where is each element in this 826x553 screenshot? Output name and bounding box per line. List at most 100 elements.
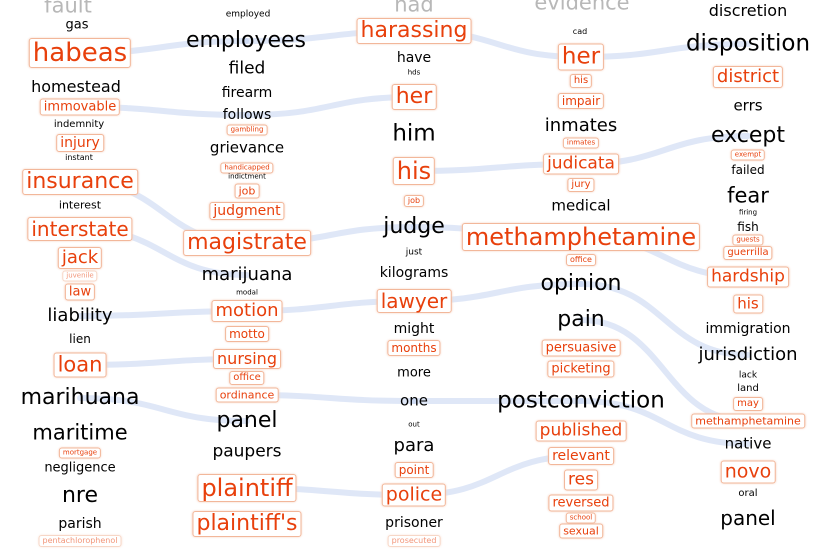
word-1-immovable[interactable]: immovable — [39, 98, 121, 116]
word-4-evidence[interactable]: evidence — [534, 0, 630, 15]
word-1-interstate[interactable]: interstate — [27, 217, 133, 241]
word-5-guests[interactable]: guests — [732, 234, 764, 246]
word-4-res[interactable]: res — [564, 469, 598, 491]
word-1-injury[interactable]: injury — [56, 134, 104, 152]
word-5-exempt[interactable]: exempt — [730, 149, 766, 161]
word-3-para[interactable]: para — [393, 435, 435, 456]
word-4-office[interactable]: office — [566, 254, 596, 266]
word-2-firearm[interactable]: firearm — [221, 85, 273, 101]
word-3-her[interactable]: her — [391, 84, 437, 110]
word-1-fault[interactable]: fault — [44, 0, 92, 18]
word-3-job[interactable]: job — [403, 195, 425, 207]
word-4-inmates[interactable]: inmates — [544, 115, 618, 136]
word-1-habeas[interactable]: habeas — [28, 38, 132, 68]
word-5-novo[interactable]: novo — [720, 460, 776, 484]
word-2-judgment[interactable]: judgment — [209, 202, 285, 220]
word-5-fear[interactable]: fear — [727, 183, 769, 208]
word-3-lawyer[interactable]: lawyer — [376, 289, 452, 313]
word-2-filed[interactable]: filed — [228, 58, 266, 79]
word-2-indictment[interactable]: indictment — [228, 172, 266, 181]
word-4-picketing[interactable]: picketing — [547, 360, 615, 378]
word-1-marihuana[interactable]: marihuana — [20, 385, 140, 410]
word-4-reversed[interactable]: reversed — [548, 494, 614, 512]
word-5-methamphetamine[interactable]: methamphetamine — [691, 413, 805, 429]
word-3-judge[interactable]: judge — [383, 214, 445, 239]
word-2-handicapped[interactable]: handicapped — [220, 162, 274, 174]
word-3-harassing[interactable]: harassing — [356, 18, 472, 44]
word-5-firing[interactable]: firing — [738, 208, 758, 217]
word-4-medical[interactable]: medical — [551, 196, 611, 215]
word-1-mortgage[interactable]: mortgage — [58, 447, 102, 459]
word-4-inmates[interactable]: inmates — [562, 137, 600, 149]
word-1-indemnity[interactable]: indemnity — [53, 119, 105, 130]
word-3-point[interactable]: point — [394, 462, 434, 478]
word-4-his[interactable]: his — [569, 74, 593, 88]
word-5-hardship[interactable]: hardship — [707, 266, 789, 288]
word-2-motion[interactable]: motion — [211, 300, 283, 322]
word-4-sexual[interactable]: sexual — [559, 523, 603, 539]
word-4-opinion[interactable]: opinion — [540, 271, 622, 296]
word-1-parish[interactable]: parish — [58, 516, 102, 532]
word-4-judicata[interactable]: judicata — [543, 153, 619, 175]
word-4-cad[interactable]: cad — [572, 27, 588, 36]
word-5-district[interactable]: district — [712, 66, 784, 88]
word-1-interest[interactable]: interest — [58, 198, 102, 212]
word-5-his[interactable]: his — [733, 294, 763, 314]
word-1-law[interactable]: law — [64, 283, 96, 301]
word-4-published[interactable]: published — [535, 420, 627, 442]
word-3-prosecuted[interactable]: prosecuted — [387, 535, 441, 547]
word-3-kilograms[interactable]: kilograms — [379, 265, 449, 281]
word-4-school[interactable]: school — [565, 512, 597, 524]
word-3-prisoner[interactable]: prisoner — [385, 515, 443, 531]
word-4-jury[interactable]: jury — [567, 178, 595, 192]
word-1-insurance[interactable]: insurance — [22, 169, 138, 195]
word-4-relevant[interactable]: relevant — [548, 447, 614, 465]
word-2-magistrate[interactable]: magistrate — [183, 230, 311, 256]
word-5-disposition[interactable]: disposition — [685, 30, 811, 57]
word-5-panel[interactable]: panel — [720, 506, 776, 530]
word-5-guerrilla[interactable]: guerrilla — [723, 246, 773, 260]
word-2-grievance[interactable]: grievance — [209, 138, 285, 157]
word-5-native[interactable]: native — [724, 434, 772, 453]
word-1-maritime[interactable]: maritime — [32, 420, 128, 445]
word-3-might[interactable]: might — [393, 321, 435, 337]
word-2-marijuana[interactable]: marijuana — [201, 264, 293, 285]
word-1-instant[interactable]: instant — [65, 153, 93, 162]
word-3-months[interactable]: months — [387, 340, 441, 356]
word-1-loan[interactable]: loan — [53, 352, 107, 378]
word-4-postconviction[interactable]: postconviction — [497, 387, 665, 414]
word-3-him[interactable]: him — [392, 120, 436, 147]
word-1-homestead[interactable]: homestead — [31, 77, 121, 96]
word-2-follows[interactable]: follows — [222, 107, 272, 123]
word-5-oral[interactable]: oral — [738, 488, 758, 499]
word-2-employees[interactable]: employees — [185, 28, 307, 53]
word-3-hds[interactable]: hds — [407, 68, 421, 77]
word-5-may[interactable]: may — [733, 397, 763, 411]
word-4-impair[interactable]: impair — [557, 93, 605, 109]
word-5-immigration[interactable]: immigration — [705, 321, 791, 337]
word-4-her[interactable]: her — [557, 43, 605, 71]
word-5-except[interactable]: except — [710, 123, 786, 148]
word-3-have[interactable]: have — [396, 50, 432, 66]
word-1-liability[interactable]: liability — [47, 305, 113, 326]
word-3-one[interactable]: one — [400, 391, 428, 410]
word-2-modal[interactable]: modal — [236, 288, 258, 297]
word-5-fish[interactable]: fish — [737, 220, 759, 234]
word-3-had[interactable]: had — [394, 0, 434, 17]
word-1-juvenile[interactable]: juvenile — [62, 270, 98, 282]
word-2-motto[interactable]: motto — [225, 326, 269, 342]
word-2-paupers[interactable]: paupers — [212, 441, 282, 462]
word-2-panel[interactable]: panel — [216, 408, 278, 433]
word-2-nursing[interactable]: nursing — [213, 349, 281, 369]
word-2-office[interactable]: office — [229, 371, 265, 385]
word-2-employed[interactable]: employed — [225, 9, 271, 20]
word-4-methamphetamine[interactable]: methamphetamine — [461, 223, 701, 251]
word-5-errs[interactable]: errs — [733, 96, 763, 115]
word-1-pentachlorophenol[interactable]: pentachlorophenol — [38, 535, 122, 547]
word-1-jack[interactable]: jack — [57, 247, 103, 269]
word-1-negligence[interactable]: negligence — [44, 460, 116, 476]
word-3-just[interactable]: just — [405, 247, 423, 258]
word-3-out[interactable]: out — [408, 420, 420, 429]
word-1-lien[interactable]: lien — [69, 332, 91, 346]
word-2-job[interactable]: job — [234, 183, 260, 199]
